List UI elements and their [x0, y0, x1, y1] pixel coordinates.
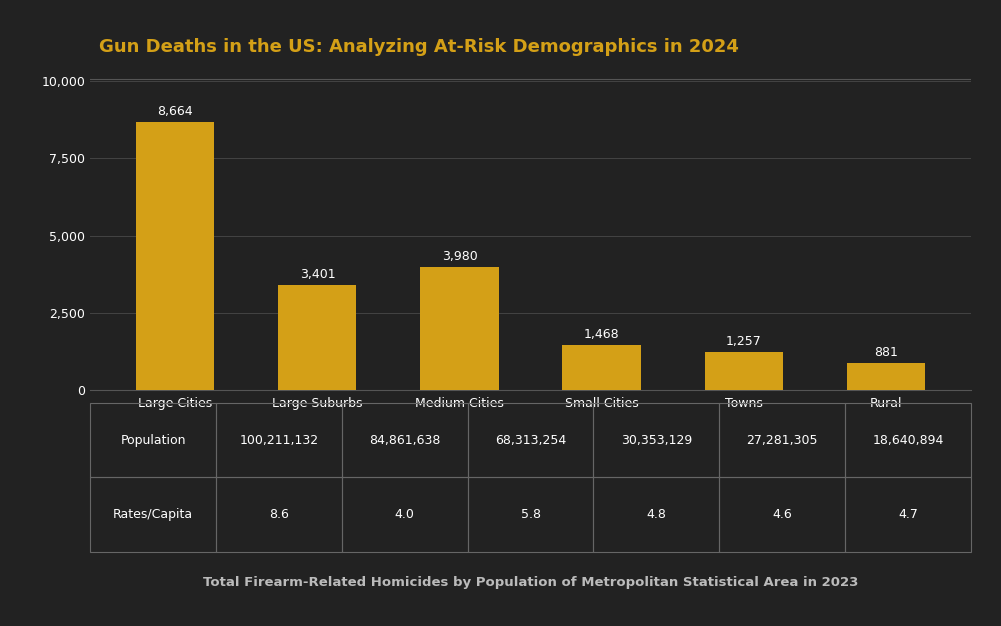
- Bar: [563, 345, 641, 391]
- Text: 8,664: 8,664: [157, 105, 193, 118]
- Text: 18,640,894: 18,640,894: [872, 434, 944, 446]
- Text: 5.8: 5.8: [521, 508, 541, 521]
- Bar: [467, 403, 594, 477]
- Bar: [845, 403, 971, 477]
- Text: 3,980: 3,980: [441, 250, 477, 264]
- Bar: [341, 477, 467, 552]
- Text: 68,313,254: 68,313,254: [494, 434, 567, 446]
- Bar: [216, 403, 341, 477]
- Text: Rates/Capita: Rates/Capita: [113, 508, 193, 521]
- Bar: [847, 363, 925, 391]
- Text: 4.8: 4.8: [647, 508, 667, 521]
- Bar: [216, 477, 341, 552]
- Text: Gun Deaths in the US: Analyzing At-Risk Demographics in 2024: Gun Deaths in the US: Analyzing At-Risk …: [99, 38, 739, 56]
- Bar: [90, 477, 216, 552]
- Bar: [720, 477, 845, 552]
- Text: 84,861,638: 84,861,638: [369, 434, 440, 446]
- Bar: [720, 403, 845, 477]
- Bar: [136, 122, 214, 391]
- Text: Total Firearm-Related Homicides by Population of Metropolitan Statistical Area i: Total Firearm-Related Homicides by Popul…: [203, 576, 858, 589]
- Text: 4.0: 4.0: [394, 508, 414, 521]
- Bar: [705, 352, 783, 391]
- Text: 1,257: 1,257: [726, 335, 762, 348]
- Text: 4.7: 4.7: [898, 508, 918, 521]
- Text: 100,211,132: 100,211,132: [239, 434, 318, 446]
- Bar: [278, 285, 356, 391]
- Text: 1,468: 1,468: [584, 328, 620, 341]
- Text: 30,353,129: 30,353,129: [621, 434, 692, 446]
- Text: 881: 881: [874, 346, 898, 359]
- Bar: [594, 477, 720, 552]
- Text: Population: Population: [120, 434, 186, 446]
- Bar: [594, 403, 720, 477]
- Bar: [341, 403, 467, 477]
- Text: 27,281,305: 27,281,305: [747, 434, 818, 446]
- Bar: [90, 403, 216, 477]
- Bar: [845, 477, 971, 552]
- Bar: [467, 477, 594, 552]
- Text: 8.6: 8.6: [269, 508, 288, 521]
- Text: 4.6: 4.6: [773, 508, 792, 521]
- Text: 3,401: 3,401: [299, 269, 335, 282]
- Bar: [420, 267, 498, 391]
